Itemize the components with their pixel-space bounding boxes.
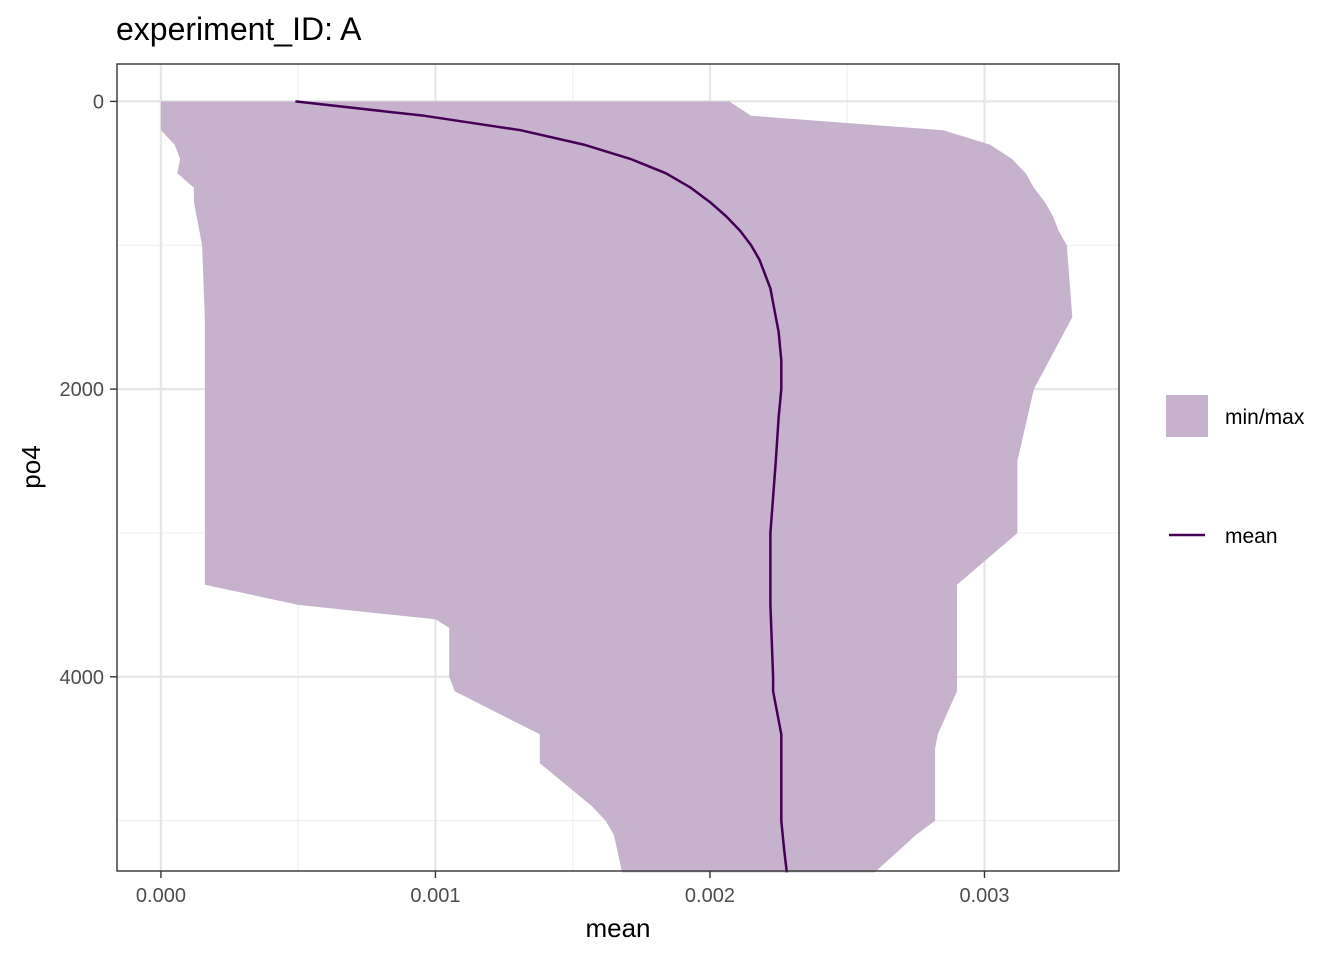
mean-line — [295, 100, 789, 873]
legend-item-minmax: min/max — [1166, 395, 1305, 437]
x-axis-title: mean — [585, 913, 650, 943]
ribbon-layer — [160, 101, 1073, 873]
ribbon-minmax — [160, 101, 1073, 873]
plot-border — [116, 63, 1120, 872]
x-tick-label: 0.001 — [410, 885, 460, 907]
line-layer — [295, 100, 789, 873]
legend: min/max mean — [1166, 395, 1305, 548]
x-axis: 0.000 0.001 0.002 0.003 — [136, 871, 1010, 907]
y-tick-label: 2000 — [60, 379, 105, 401]
legend-label-mean: mean — [1225, 525, 1278, 548]
x-tick-label: 0.002 — [685, 885, 735, 907]
y-axis: 0 2000 4000 — [60, 91, 117, 689]
x-tick-label: 0.003 — [959, 885, 1009, 907]
y-axis-title: po4 — [16, 445, 46, 488]
y-tick-label: 4000 — [60, 667, 105, 689]
legend-key-minmax — [1166, 395, 1208, 437]
legend-label-minmax: min/max — [1225, 406, 1305, 429]
y-tick-label: 0 — [93, 91, 104, 113]
x-tick-label: 0.000 — [136, 885, 186, 907]
chart-title: experiment_ID: A — [116, 11, 362, 47]
legend-item-mean: mean — [1169, 525, 1278, 548]
